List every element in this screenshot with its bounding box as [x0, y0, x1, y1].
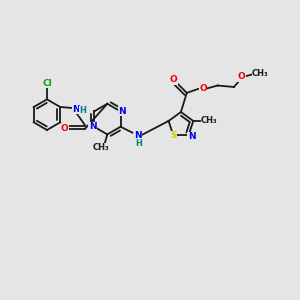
Text: N: N: [188, 132, 195, 141]
Text: CH₃: CH₃: [252, 69, 269, 78]
Text: H: H: [80, 106, 86, 115]
Text: O: O: [199, 84, 207, 93]
Text: H: H: [135, 139, 142, 148]
Text: CH₃: CH₃: [93, 143, 110, 152]
Text: S: S: [170, 131, 177, 140]
Text: O: O: [170, 75, 177, 84]
Text: N: N: [134, 131, 142, 140]
Text: N: N: [118, 107, 126, 116]
Text: O: O: [61, 124, 68, 133]
Text: Cl: Cl: [42, 79, 52, 88]
Text: CH₃: CH₃: [201, 116, 218, 125]
Text: O: O: [237, 72, 245, 81]
Text: N: N: [89, 122, 96, 131]
Text: N: N: [73, 105, 80, 114]
